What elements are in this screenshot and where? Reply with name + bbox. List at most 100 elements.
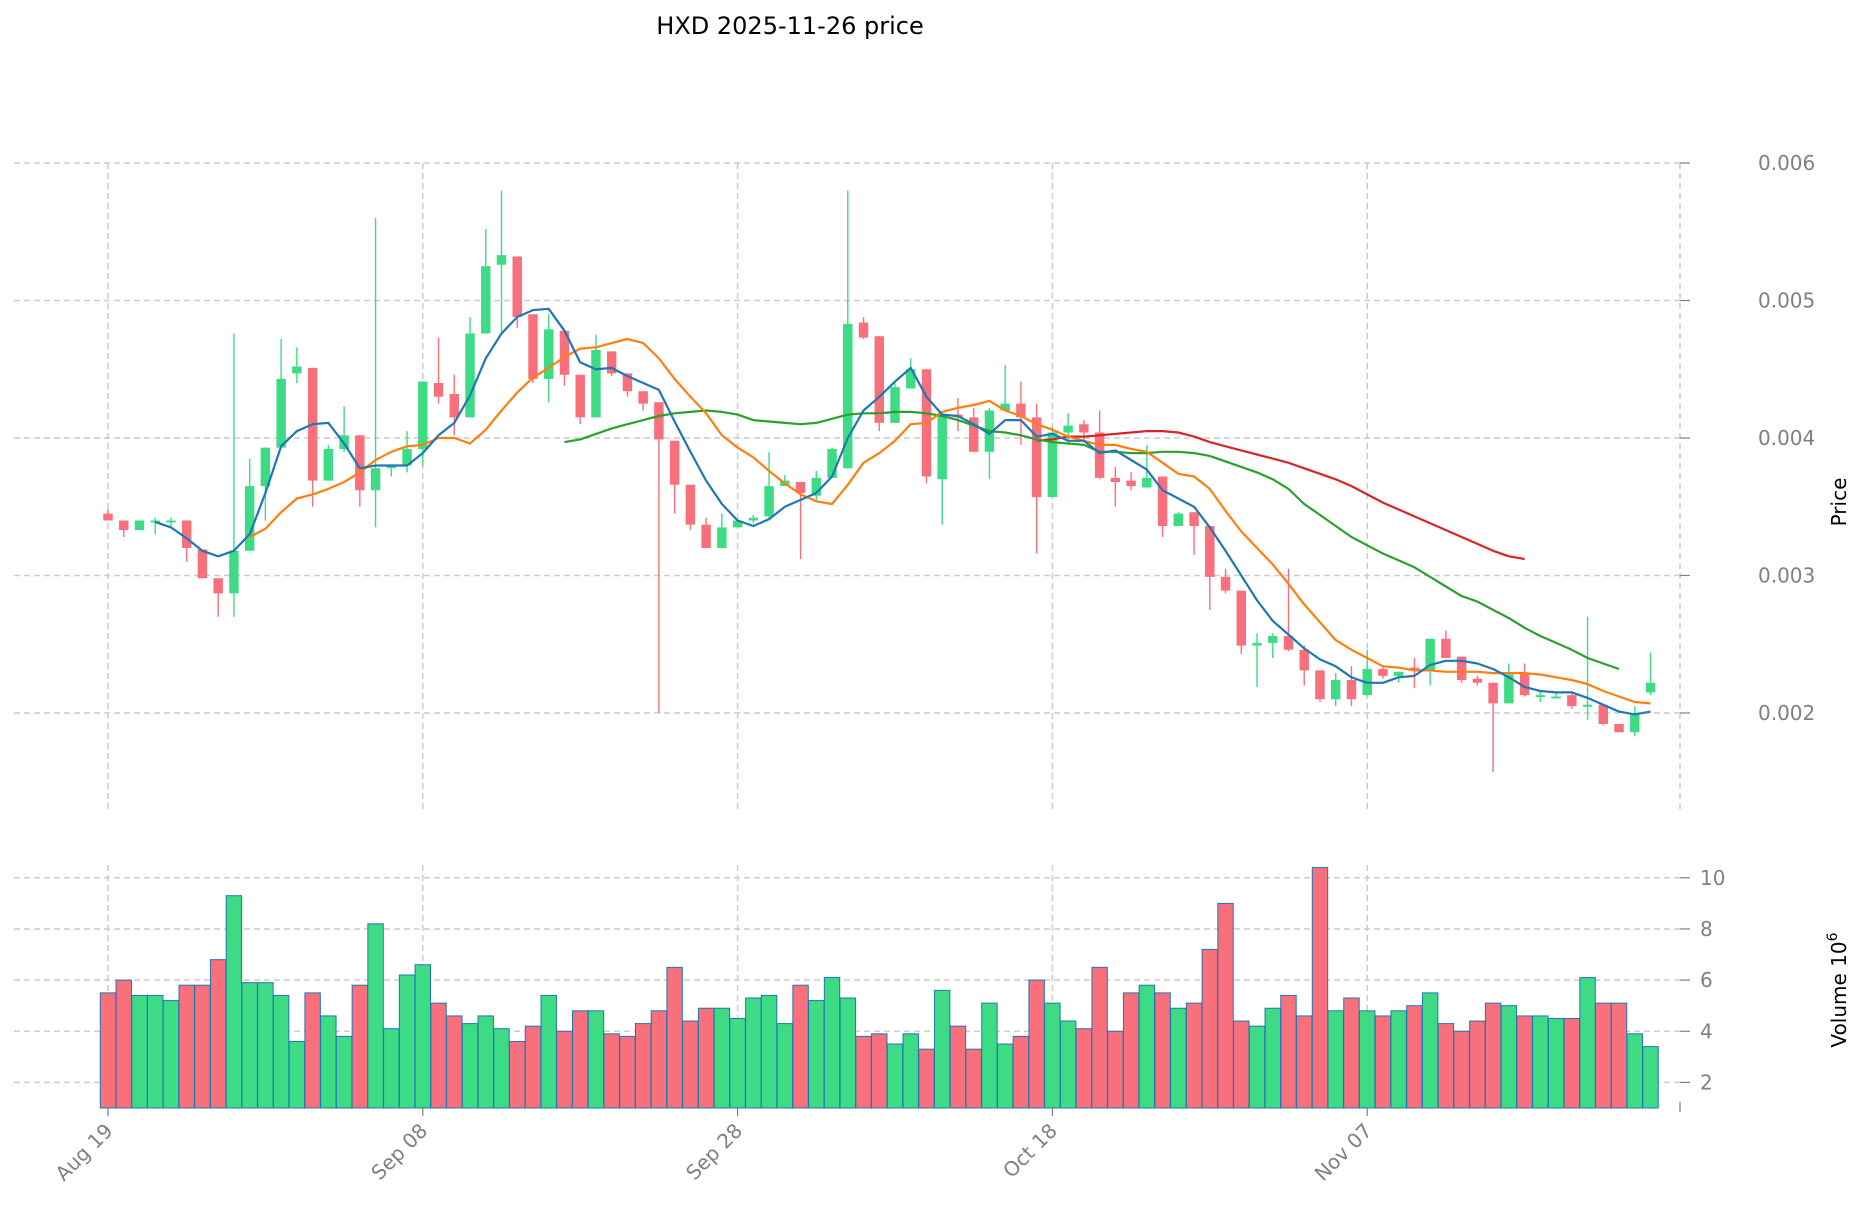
candle-body: [1252, 642, 1262, 646]
candle-body: [402, 449, 412, 466]
candle: [921, 369, 932, 484]
candle: [213, 578, 223, 617]
candle-body: [874, 336, 884, 423]
volume-tick-label: 8: [1700, 917, 1713, 941]
volume-bar: [194, 984, 211, 1109]
candle: [433, 337, 444, 404]
candle-body: [732, 520, 743, 528]
volume-bar: [1012, 1035, 1030, 1109]
price-axis-ticks: 0.002 0.003 0.004 0.005 0.006: [1680, 151, 1815, 725]
candle-body: [150, 520, 160, 523]
volume-axis-label: Volume 106: [1825, 932, 1851, 1047]
candle-body: [386, 465, 397, 469]
volume-bar: [288, 1040, 306, 1109]
candle: [292, 347, 302, 383]
candle-body: [1346, 680, 1357, 700]
candle: [1173, 512, 1184, 526]
volume-bar: [351, 984, 369, 1109]
candle-body: [244, 486, 255, 551]
volume-bar: [1390, 1010, 1407, 1109]
candle-body: [843, 323, 853, 469]
volume-bar: [918, 1048, 935, 1109]
candle: [827, 447, 837, 478]
volume-bar: [1469, 1020, 1486, 1109]
date-tick-label: Aug 19: [50, 1119, 117, 1186]
candle: [449, 374, 460, 436]
candle-body: [1268, 636, 1278, 643]
candle: [890, 383, 900, 423]
price-tick-label: 0.004: [1758, 426, 1815, 450]
volume-bar: [304, 992, 321, 1109]
volume-bar: [1343, 997, 1360, 1109]
candle: [1346, 666, 1357, 707]
candle-body: [512, 256, 522, 317]
volume-bar: [1421, 992, 1439, 1109]
volume-bar: [1122, 992, 1140, 1109]
candle: [370, 218, 381, 528]
volume-bar: [1358, 1010, 1376, 1109]
candle-body: [638, 391, 648, 404]
ma30-line: [564, 409, 1620, 671]
volume-bar: [99, 992, 117, 1109]
volume-bar: [1280, 994, 1297, 1109]
date-tick-label: Oct 18: [998, 1119, 1062, 1183]
volume-bar: [147, 994, 164, 1109]
volume-bar: [729, 1017, 746, 1109]
candle: [229, 333, 239, 617]
price-candles: [103, 190, 1656, 773]
candle-body: [1582, 704, 1593, 707]
candle-body: [481, 266, 491, 334]
candle-body: [1094, 432, 1105, 478]
candle: [591, 334, 601, 418]
volume-bar: [461, 1023, 479, 1109]
candle-body: [591, 350, 601, 418]
candle: [1236, 590, 1247, 654]
volume-bar: [1406, 1005, 1423, 1109]
date-tick-label: Sep 28: [681, 1119, 747, 1185]
candle: [1189, 512, 1199, 555]
candle: [1504, 663, 1514, 704]
candle: [103, 509, 113, 521]
volume-tick-label: 2: [1700, 1070, 1713, 1094]
volume-bar: [871, 1033, 888, 1109]
volume-bar: [335, 1035, 353, 1109]
volume-tick-label: 4: [1700, 1019, 1713, 1043]
volume-axis-exponent-base: 10: [1827, 941, 1851, 966]
candle: [1472, 675, 1483, 686]
candle-body: [1393, 671, 1404, 676]
candle-body: [1000, 403, 1010, 411]
volume-axis-exponent: 6: [1825, 932, 1841, 941]
candle-body: [701, 524, 711, 548]
volume-bar: [745, 997, 762, 1109]
candle: [1567, 691, 1577, 709]
candle-body: [1173, 513, 1184, 526]
volume-bar: [477, 1015, 494, 1109]
candle-body: [827, 449, 837, 478]
volume-bar: [1028, 979, 1045, 1109]
candle-body: [213, 578, 223, 594]
candle: [481, 229, 491, 334]
candle-body: [260, 447, 271, 487]
candle: [260, 447, 271, 521]
volume-bar: [1154, 992, 1171, 1109]
price-grid: [14, 162, 1681, 813]
candle-body: [1016, 403, 1026, 418]
volume-bar: [383, 1028, 400, 1109]
candle-body: [1535, 695, 1546, 698]
candle: [1598, 704, 1609, 726]
candle: [1645, 652, 1656, 696]
volume-bar: [666, 966, 683, 1109]
candle-body: [1047, 432, 1058, 498]
candle-body: [906, 369, 916, 389]
price-tick-label: 0.002: [1758, 701, 1815, 725]
volume-bar: [257, 982, 274, 1109]
volume-bar: [225, 895, 243, 1109]
candle: [654, 402, 664, 713]
candle-body: [119, 520, 129, 531]
candle-body: [1551, 696, 1561, 699]
volume-bar: [556, 1030, 573, 1109]
volume-bar: [571, 1010, 589, 1109]
candle: [1205, 526, 1215, 610]
